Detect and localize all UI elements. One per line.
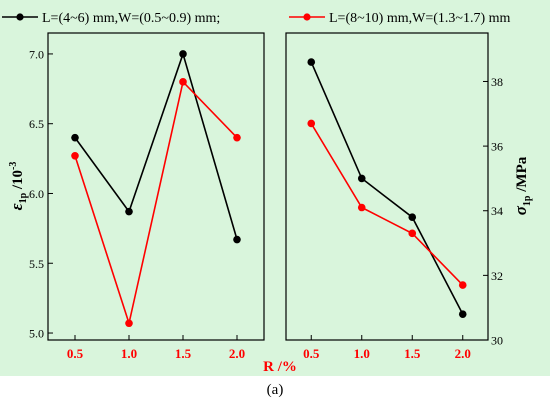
x-tick-label: 1.0: [121, 346, 137, 361]
y-tick-label: 32: [491, 269, 503, 283]
data-point-black: [233, 235, 241, 244]
data-point-black: [458, 310, 467, 318]
data-point-black: [357, 174, 366, 183]
right-y-axis-label: σ1p /MPa: [511, 156, 533, 215]
data-point-red: [179, 78, 187, 86]
left-y-label-sub: 1p: [18, 192, 29, 203]
x-axis-label: R /%: [263, 359, 297, 375]
x-tick-label: 1.0: [354, 346, 370, 361]
x-tick-label: 1.5: [404, 346, 421, 361]
y-tick-label: 5.5: [29, 257, 44, 271]
legend-label-black: L=(4~6) mm,W=(0.5~0.9) mm;: [42, 11, 220, 26]
data-point-red: [458, 281, 467, 289]
y-tick-label: 34: [491, 204, 503, 218]
y-tick-label: 6.5: [29, 117, 44, 131]
x-tick-label: 2.0: [455, 346, 471, 361]
figure-caption: (a): [266, 382, 284, 398]
data-point-red: [357, 203, 366, 212]
data-point-black: [408, 213, 417, 221]
data-point-red: [408, 229, 417, 238]
left-y-label-exp: -3: [8, 162, 19, 170]
right-y-label-unit: /MPa: [514, 156, 530, 195]
data-point-red: [233, 133, 241, 142]
legend-marker-black: [16, 13, 24, 21]
series-line-black: [74, 51, 238, 240]
data-point-black: [179, 50, 187, 58]
y-tick-label: 6.0: [29, 187, 44, 201]
legend-label-red: L=(8~10) mm,W=(1.3~1.7) mm: [329, 11, 511, 26]
series-line-red: [74, 80, 238, 327]
left-y-label-symbol: ε: [7, 203, 26, 210]
figure-background: [0, 0, 550, 376]
plot-frame: [47, 32, 265, 341]
y-tick-label: 36: [491, 140, 503, 154]
data-point-red: [71, 152, 79, 160]
left-panel: 0.5 1.0 1.5 2.0 5.0 5.5 6.0 6.5 7.0: [29, 32, 265, 361]
right-panel: 0.5 1.0 1.5 2.0 30 32 34 36 38: [285, 32, 503, 361]
data-point-black: [71, 133, 79, 142]
x-tick-label: 2.0: [229, 346, 245, 361]
y-tick-label: 38: [491, 75, 503, 89]
x-tick-label: 1.5: [175, 346, 192, 361]
plot-frame: [285, 32, 489, 341]
x-tick-label: 0.5: [67, 346, 84, 361]
data-point-red: [125, 319, 133, 328]
data-point-black: [125, 207, 133, 216]
right-y-label-sub: 1p: [522, 195, 533, 206]
right-y-label-symbol: σ: [511, 205, 530, 215]
series-line-black: [310, 61, 464, 315]
y-tick-label: 5.0: [29, 327, 44, 341]
series-line-red: [310, 123, 464, 286]
y-tick-label: 30: [491, 334, 503, 348]
y-tick-label: 7.0: [29, 47, 44, 61]
legend-marker-red: [303, 13, 311, 21]
data-point-red: [307, 119, 316, 128]
legend: L=(4~6) mm,W=(0.5~0.9) mm; L=(8~10) mm,W…: [2, 11, 511, 26]
left-y-label-unit: /10: [10, 170, 26, 193]
x-tick-label: 0.5: [303, 346, 320, 361]
data-point-black: [307, 58, 316, 66]
left-y-axis-label: ε1p /10-3: [7, 162, 29, 211]
